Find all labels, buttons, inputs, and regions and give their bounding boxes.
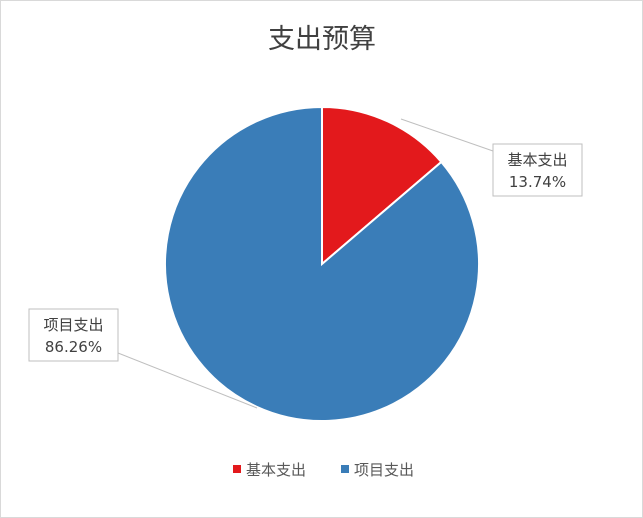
data-label-category: 项目支出 xyxy=(43,316,103,334)
leader-line-0 xyxy=(400,118,494,152)
data-label-value: 86.26% xyxy=(45,338,102,356)
data-label-box-1 xyxy=(28,308,119,362)
chart-title: 支出预算 xyxy=(268,24,376,55)
legend-label-1: 项目支出 xyxy=(354,461,414,479)
data-label-category: 基本支出 xyxy=(507,151,567,169)
data-label-value: 13.74% xyxy=(509,173,566,191)
pie-slice-0 xyxy=(321,105,443,267)
data-label-box-0 xyxy=(492,143,583,197)
pie-slice-1 xyxy=(164,105,480,422)
legend-label-0: 基本支出 xyxy=(246,461,306,479)
legend-swatch-0 xyxy=(233,465,241,473)
leader-line-1 xyxy=(117,352,258,409)
legend-swatch-1 xyxy=(341,465,349,473)
